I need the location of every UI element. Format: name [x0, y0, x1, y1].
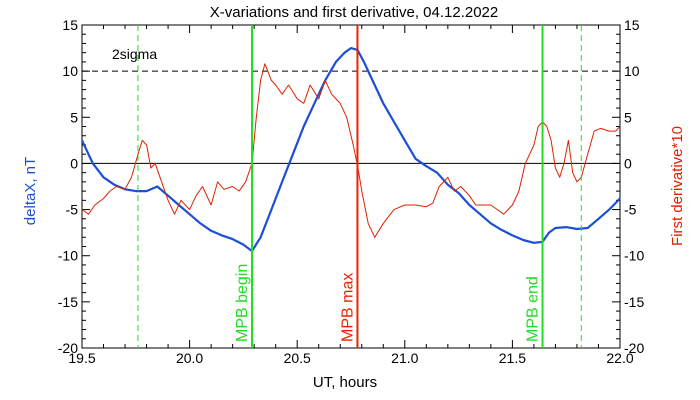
- mpb-max-label: MPB max: [339, 273, 356, 342]
- y-tick-label-left: -15: [58, 294, 78, 310]
- x-axis-ticks: 19.5 20.0 20.5 21.0 21.5 22.0: [68, 25, 634, 366]
- y-tick-label-left: 0: [70, 155, 78, 171]
- y-tick-label-left: 10: [62, 63, 78, 79]
- y-tick-label-right: 10: [624, 63, 640, 79]
- deltax-line: [81, 46, 621, 253]
- x-tick-label: 20.5: [284, 350, 311, 366]
- sigma-threshold-label: 2sigma: [112, 46, 157, 62]
- y-tick-label-left: -5: [66, 202, 79, 218]
- y-tick-label-right: -10: [624, 248, 644, 264]
- x-tick-label: 20.0: [176, 350, 203, 366]
- x-tick-label: 21.5: [499, 350, 526, 366]
- chart-title: X-variations and first derivative, 04.12…: [210, 4, 499, 21]
- series-group: [81, 46, 621, 253]
- y-tick-label-right: -15: [624, 294, 644, 310]
- y-tick-label-left: -10: [58, 248, 78, 264]
- x-tick-label: 19.5: [68, 350, 95, 366]
- mpb-end-label: MPB end: [525, 276, 542, 342]
- y-tick-label-right: 5: [624, 109, 632, 125]
- y-tick-label-right: 0: [624, 155, 632, 171]
- y-tick-label-right: -5: [624, 202, 637, 218]
- y-tick-label-left: 5: [70, 109, 78, 125]
- plot-frame: [81, 24, 621, 349]
- horizontal-reference-lines: 2sigma: [82, 46, 620, 164]
- y-tick-label-left: -20: [58, 340, 78, 356]
- y-axis-title-right: First derivative*10: [669, 126, 686, 246]
- y-axis-title-left: deltaX, nT: [22, 157, 39, 225]
- y-axis-ticks: -20 -20 -15 -15 -10 -10 -5 -5 0 0 5 5 10 10 15 15: [58, 17, 645, 356]
- x-tick-label: 22.0: [606, 350, 633, 366]
- y-tick-label-left: 15: [62, 17, 78, 33]
- plot-frame-group: [81, 24, 621, 349]
- y-tick-label-right: 15: [624, 17, 640, 33]
- derivative-line: [81, 63, 621, 238]
- mpb-begin-label: MPB begin: [234, 264, 251, 342]
- y-tick-label-right: -20: [624, 340, 644, 356]
- x-axis-title: UT, hours: [313, 374, 377, 391]
- vertical-marker-lines: MPB begin MPB max MPB end: [137, 25, 582, 348]
- x-tick-label: 21.0: [391, 350, 418, 366]
